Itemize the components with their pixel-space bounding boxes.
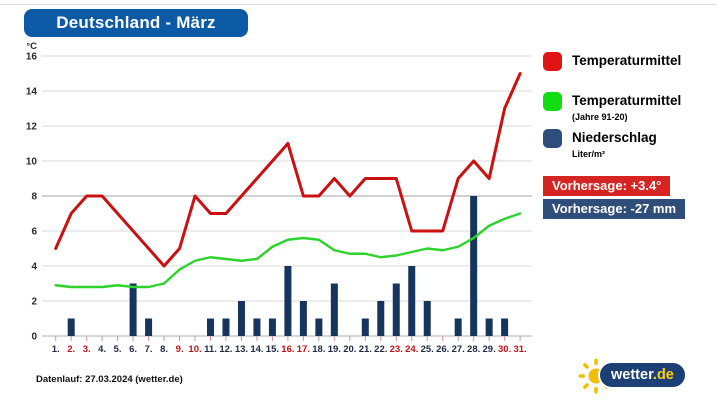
legend-sublabel: (Jahre 91-20) [572,112,628,122]
svg-text:31.: 31. [513,344,526,355]
svg-text:4: 4 [31,262,37,273]
svg-text:17.: 17. [297,344,310,355]
legend-item-temperaturmittel-klima: Temperaturmittel (Jahre 91-20) [543,91,713,122]
svg-text:7.: 7. [145,344,153,355]
logo-tld: .de [652,367,674,383]
svg-text:15.: 15. [266,344,279,355]
forecast-temp-badge: Vorhersage: +3.4° [543,176,671,196]
svg-text:14.: 14. [250,344,263,355]
svg-text:16.: 16. [281,344,294,355]
x-tick-marks [55,336,521,341]
legend-label: Temperaturmittel [572,93,682,108]
svg-text:8.: 8. [160,344,168,355]
svg-text:6: 6 [31,227,37,238]
logo-text: wetter [611,367,653,383]
svg-text:24.: 24. [405,344,418,355]
svg-text:4.: 4. [98,344,106,355]
logo-pill: wetter.de [598,361,687,389]
svg-text:9.: 9. [176,344,184,355]
svg-text:30.: 30. [498,344,511,355]
svg-text:2: 2 [31,297,37,308]
wetter-de-logo[interactable]: wetter.de [577,356,707,396]
svg-text:11.: 11. [204,344,217,355]
legend-item-niederschlag: Niederschlag Liter/m² [543,128,713,159]
svg-text:10.: 10. [188,344,201,355]
temp-lines [54,72,522,289]
svg-text:2.: 2. [67,344,75,355]
svg-text:0: 0 [31,332,37,343]
svg-text:18.: 18. [312,344,325,355]
svg-text:28.: 28. [467,344,480,355]
svg-text:22.: 22. [374,344,387,355]
red-swatch-icon [543,52,562,71]
navy-swatch-icon [543,129,562,148]
svg-text:21.: 21. [359,344,372,355]
svg-text:27.: 27. [452,344,465,355]
legend-label: Temperaturmittel [572,53,682,68]
svg-text:°C: °C [26,41,37,52]
svg-text:6.: 6. [129,344,137,355]
svg-text:8: 8 [31,192,37,203]
gridlines [42,55,532,337]
svg-text:12: 12 [26,122,38,133]
datenlauf-text: Datenlauf: 27.03.2024 (wetter.de) [36,374,183,385]
svg-text:13.: 13. [235,344,248,355]
svg-text:1.: 1. [52,344,60,355]
svg-text:14: 14 [26,87,38,98]
page-title: Deutschland - März [24,9,248,37]
svg-text:19.: 19. [328,344,341,355]
legend-item-temperaturmittel: Temperaturmittel [543,51,713,71]
legend-sublabel: Liter/m² [572,149,606,159]
svg-text:3.: 3. [83,344,91,355]
svg-text:12.: 12. [219,344,232,355]
svg-text:26.: 26. [436,344,449,355]
svg-text:16: 16 [26,52,38,63]
svg-text:25.: 25. [421,344,434,355]
green-swatch-icon [543,92,562,111]
precip-bars [67,196,509,336]
forecast-precip-badge: Vorhersage: -27 mm [543,199,686,219]
x-axis-labels: 1. 2. 3. 4. 5. 6. 7. 8. 9. 10. 11. 12. 13. 14. 15. 16. 1… [52,344,527,355]
legend: Temperaturmittel Temperaturmittel (Jahre… [543,51,713,179]
top-divider [0,4,717,5]
svg-text:20.: 20. [343,344,356,355]
svg-text:23.: 23. [390,344,403,355]
legend-label: Niederschlag [572,130,657,145]
svg-text:29.: 29. [483,344,496,355]
y-axis-labels: 0 2 4 6 8 10 12 14 16°C [26,41,38,343]
svg-text:5.: 5. [114,344,122,355]
svg-text:10: 10 [26,157,38,168]
